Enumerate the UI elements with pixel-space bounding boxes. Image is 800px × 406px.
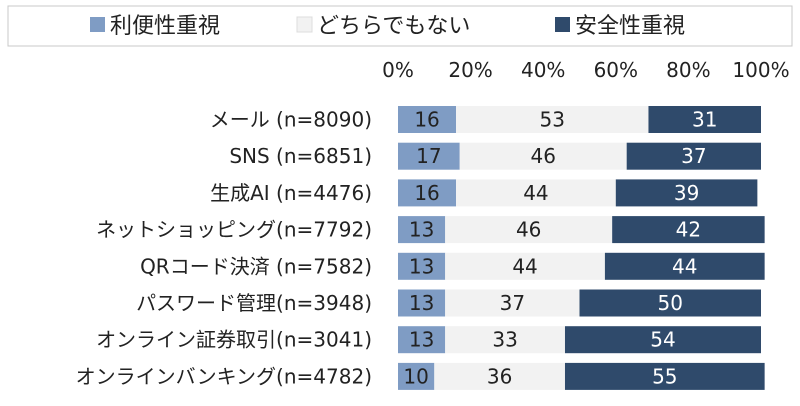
data-label: 54 [650, 328, 675, 352]
data-label: 50 [658, 291, 683, 315]
bar-segment [648, 106, 761, 133]
x-tick-label: 20% [448, 58, 492, 82]
data-label: 39 [674, 181, 699, 205]
data-label: 13 [409, 254, 434, 278]
bar-segment [445, 326, 565, 354]
data-label: 55 [652, 364, 677, 388]
category-labels: メール (n=8090) SNS (n=6851) 生成AI (n=4476) ネット… [76, 108, 372, 389]
category-label: メール (n=8090) [210, 108, 372, 132]
data-label: 44 [512, 254, 537, 278]
bar-segment [626, 142, 761, 170]
bar-segment [445, 216, 613, 244]
data-label: 13 [409, 291, 434, 315]
category-label: QRコード決済 (n=7582) [140, 254, 372, 278]
legend-label-3: 安全性重視 [575, 14, 685, 39]
data-label: 37 [500, 291, 525, 315]
bar-segment [456, 106, 649, 133]
data-label: 42 [676, 218, 701, 242]
category-label: SNS (n=6851) [229, 144, 372, 168]
bar-segment [398, 142, 460, 170]
data-label: 37 [681, 144, 706, 168]
legend-swatch-2 [296, 16, 313, 33]
data-label: 31 [692, 108, 717, 132]
bar-segment [564, 326, 761, 354]
category-label: パスワード管理(n=3948) [136, 291, 372, 315]
legend-frame [7, 5, 793, 47]
data-label: 17 [416, 144, 441, 168]
bar-segment [398, 326, 446, 354]
bar-segment [398, 289, 446, 317]
legend-swatch-1 [90, 17, 105, 32]
bar-segment [612, 216, 765, 244]
category-label: オンラインバンキング(n=4782) [76, 364, 372, 388]
data-label: 33 [492, 328, 517, 352]
x-tick-label: 40% [521, 58, 565, 82]
bar-segment [459, 142, 627, 170]
x-axis-ticks: 0% 20% 40% 60% 80% 100% [382, 58, 789, 82]
category-label: オンライン証券取引(n=3041) [96, 328, 372, 352]
data-label: 10 [403, 364, 428, 388]
category-label: 生成AI (n=4476) [210, 181, 372, 205]
data-label: 36 [487, 364, 512, 388]
data-label: 13 [409, 328, 434, 352]
bar-segment [579, 289, 761, 317]
data-label: 16 [414, 181, 439, 205]
legend-swatch-3 [555, 17, 570, 32]
bar-segment [445, 289, 580, 317]
bar-segment [564, 362, 765, 390]
bar-segment [456, 179, 616, 207]
data-label: 16 [414, 108, 439, 132]
bar-segment [615, 179, 758, 207]
data-label: 46 [530, 144, 555, 168]
data-label: 13 [409, 218, 434, 242]
bar-segment [445, 252, 605, 280]
legend-label-2: どちらでもない [317, 14, 470, 39]
x-tick-label: 0% [382, 58, 414, 82]
bar-segment [604, 252, 765, 280]
data-label: 46 [516, 218, 541, 242]
bar-segment [434, 362, 565, 390]
bar-segment [398, 106, 457, 133]
legend: 利便性重視 どちらでもない 安全性重視 [7, 5, 793, 47]
x-tick-label: 80% [666, 58, 710, 82]
data-label: 44 [523, 181, 548, 205]
data-label: 44 [672, 254, 697, 278]
data-label: 53 [540, 108, 565, 132]
legend-label-1: 利便性重視 [110, 14, 220, 39]
category-label: ネットショッピング(n=7792) [96, 218, 372, 242]
bar-segment [398, 179, 457, 207]
bar-segment [398, 216, 446, 244]
bar-segment [398, 362, 435, 390]
bar-segment [398, 252, 446, 280]
x-tick-label: 60% [594, 58, 638, 82]
x-tick-label: 100% [732, 58, 789, 82]
bars: 16 53 31 17 46 37 16 44 39 13 46 42 13 44 44 13 37 50 13 33… [398, 106, 765, 390]
